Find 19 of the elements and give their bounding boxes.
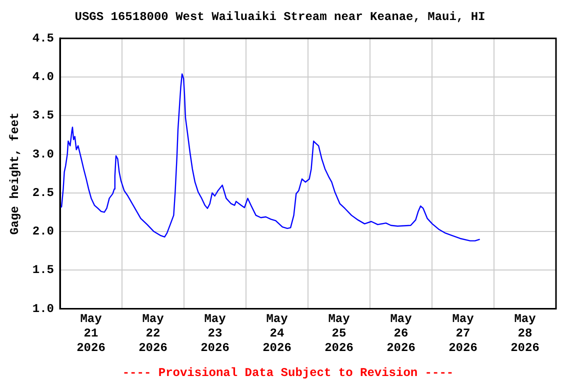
y-tick-label: 4.5 (32, 31, 54, 46)
text: ---- Provisional Data Subject to Revision ---- (121, 366, 455, 380)
chart-title: USGS 16518000 West Wailuaiki Stream near Keanae, Maui, HI (74, 10, 486, 24)
x-tick-label: May 22 2026 (138, 312, 168, 355)
y-tick-label: 2.0 (32, 224, 54, 239)
y-tick-label: 3.0 (32, 147, 54, 162)
x-tick-label: May 25 2026 (324, 312, 354, 355)
y-axis-title: Gage height, feet (8, 112, 22, 235)
x-tick-label: May 24 2026 (262, 312, 292, 355)
x-tick-label: May 27 2026 (448, 312, 478, 355)
y-tick-label: 3.5 (32, 108, 54, 123)
y-tick-label: 4.0 (32, 70, 54, 84)
y-tick-label: 1.5 (32, 263, 54, 278)
x-tick-label: May 26 2026 (386, 312, 416, 355)
x-tick-label: May 23 2026 (200, 312, 230, 355)
x-tick-label: May 28 2026 (510, 312, 540, 355)
x-tick-label: May 21 2026 (76, 312, 106, 355)
y-tick-label: 1.0 (32, 302, 54, 316)
y-tick-label: 2.5 (32, 186, 54, 200)
